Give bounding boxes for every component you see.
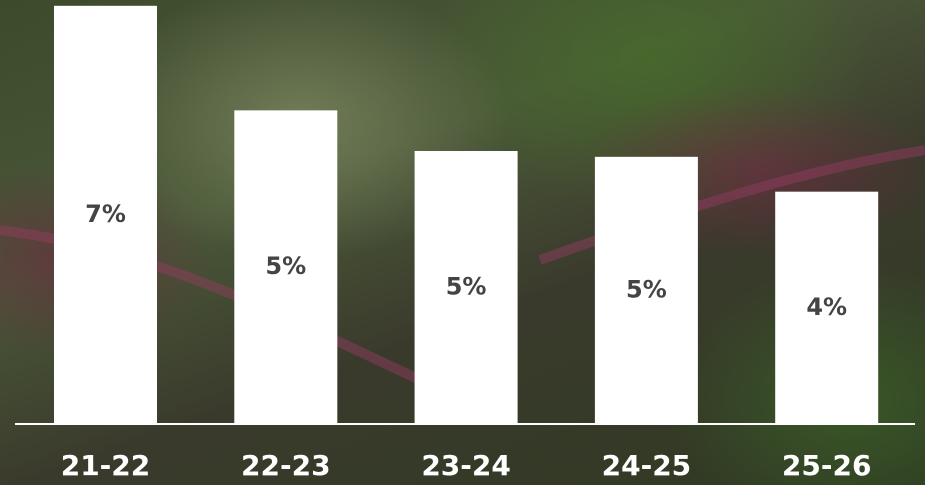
value-label: 4% — [806, 293, 847, 321]
value-label: 7% — [85, 200, 126, 228]
value-label: 5% — [265, 252, 306, 280]
bar — [54, 5, 157, 424]
bar — [775, 191, 879, 424]
x-tick-label: 21-22 — [61, 449, 151, 482]
value-label: 5% — [446, 273, 487, 301]
bar — [234, 110, 338, 424]
x-tick-label: 25-26 — [782, 449, 872, 482]
bar — [594, 156, 698, 425]
bar — [414, 151, 518, 424]
value-label: 5% — [626, 275, 667, 303]
x-tick-label: 24-25 — [602, 449, 692, 482]
x-tick-label: 23-24 — [421, 449, 511, 482]
x-tick-label: 22-23 — [241, 449, 331, 482]
